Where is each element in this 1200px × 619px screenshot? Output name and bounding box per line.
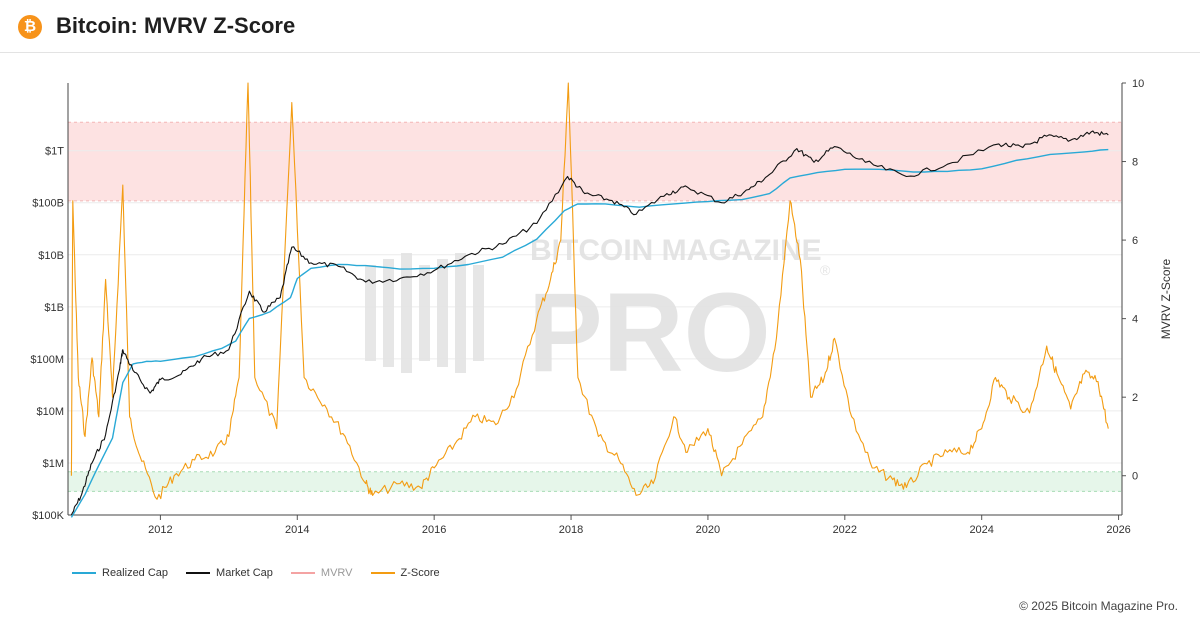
legend-swatch-mvrv bbox=[290, 572, 315, 574]
page-title: Bitcoin: MVRV Z-Score bbox=[56, 13, 296, 38]
series-line-z-score[interactable] bbox=[70, 82, 1109, 500]
chart-legend: Realized Cap Market Cap MVRV Z-Score bbox=[72, 567, 458, 579]
y-left-tick-label: $10M bbox=[36, 406, 64, 418]
y-left-tick-label: $1T bbox=[45, 146, 64, 158]
legend-label-realized-cap: Realized Cap bbox=[102, 567, 169, 579]
legend-item-z-score[interactable]: Z-Score bbox=[370, 567, 440, 579]
bitcoin-logo-icon: ₿ bbox=[18, 15, 42, 39]
legend-label-mvrv: MVRV bbox=[320, 567, 353, 579]
legend-label-z-score: Z-Score bbox=[400, 567, 440, 579]
legend-swatch-market-cap bbox=[186, 572, 211, 574]
legend-swatch-z-score bbox=[370, 572, 395, 574]
y-right-tick-label: 2 bbox=[1132, 392, 1138, 404]
legend-item-realized-cap[interactable]: Realized Cap bbox=[72, 567, 168, 579]
y-left-tick-label: $100B bbox=[32, 198, 64, 210]
zone-band-low bbox=[68, 471, 1122, 492]
copyright-text: © 2025 Bitcoin Magazine Pro. bbox=[1019, 599, 1178, 613]
header-bar: ₿ Bitcoin: MVRV Z-Score bbox=[0, 0, 1200, 53]
legend-swatch-realized-cap bbox=[72, 572, 96, 574]
x-tick-label: 2018 bbox=[559, 524, 583, 536]
watermark-bar bbox=[383, 259, 394, 367]
watermark-text-line1: BITCOIN MAGAZINE bbox=[530, 234, 822, 267]
y-right-tick-label: 8 bbox=[1132, 157, 1138, 169]
series-line-realized-cap[interactable] bbox=[70, 148, 1109, 518]
y-left-tick-label: $100M bbox=[30, 354, 64, 366]
x-tick-label: 2026 bbox=[1106, 524, 1130, 536]
x-tick-label: 2014 bbox=[285, 524, 309, 536]
x-tick-label: 2020 bbox=[696, 524, 720, 536]
y-left-tick-label: $10B bbox=[38, 250, 64, 262]
x-tick-label: 2024 bbox=[969, 524, 993, 536]
watermark-bar bbox=[455, 253, 466, 373]
y-right-tick-label: 0 bbox=[1132, 471, 1138, 483]
legend-item-mvrv[interactable]: MVRV bbox=[290, 567, 353, 579]
mvrv-z-score-chart[interactable]: $100K $1M $10M $100M $1B $10B $100B $1T BITCOIN … bbox=[0, 53, 1200, 573]
y-left-tick-label: $1B bbox=[44, 302, 64, 314]
y-right-tick-label: 10 bbox=[1132, 78, 1144, 90]
legend-label-market-cap: Market Cap bbox=[216, 567, 273, 579]
watermark-bar bbox=[437, 259, 448, 367]
x-tick-label: 2016 bbox=[422, 524, 446, 536]
x-tick-label: 2012 bbox=[148, 524, 172, 536]
watermark-text-line2: PRO bbox=[528, 270, 771, 395]
watermark-bar bbox=[401, 253, 412, 373]
zone-band-high bbox=[68, 122, 1122, 201]
y-left-tick-label: $100K bbox=[32, 510, 64, 522]
x-tick-label: 2022 bbox=[833, 524, 857, 536]
series-line-market-cap[interactable] bbox=[70, 130, 1109, 516]
watermark-bar bbox=[419, 265, 430, 361]
legend-item-market-cap[interactable]: Market Cap bbox=[186, 567, 273, 579]
y-right-axis-label: MVRV Z-Score bbox=[1159, 258, 1173, 339]
watermark-bar bbox=[473, 265, 484, 361]
y-left-tick-label: $1M bbox=[43, 458, 64, 470]
y-right-tick-label: 4 bbox=[1132, 314, 1138, 326]
watermark-bar bbox=[365, 265, 376, 361]
watermark-mark: ® bbox=[820, 262, 831, 278]
y-right-tick-label: 6 bbox=[1132, 235, 1138, 247]
